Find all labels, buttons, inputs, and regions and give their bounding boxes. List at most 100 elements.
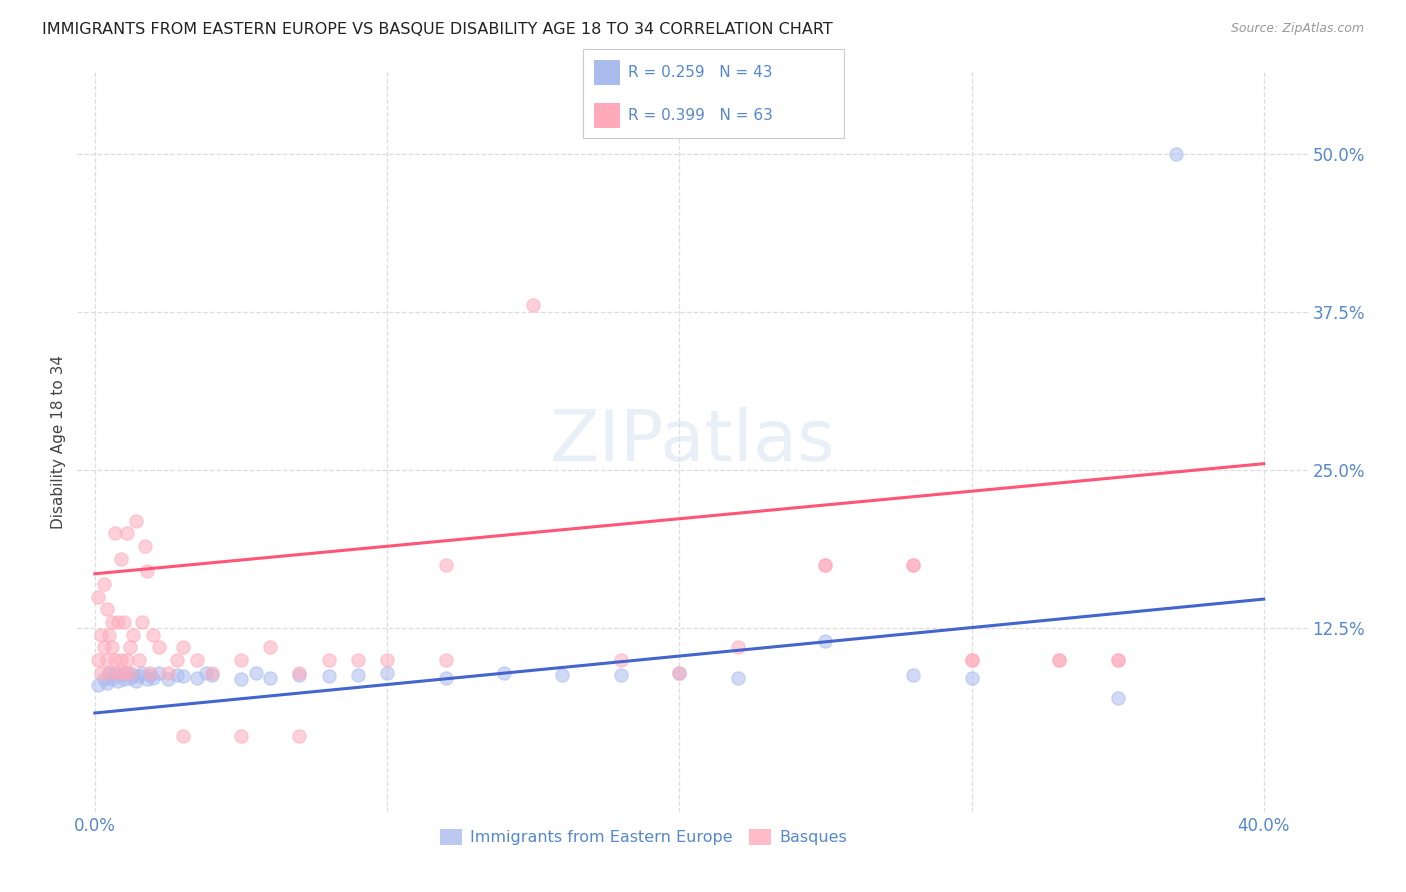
Point bbox=[131, 615, 153, 629]
Point bbox=[375, 653, 398, 667]
Point bbox=[166, 668, 188, 682]
Point bbox=[172, 640, 194, 655]
Point bbox=[115, 526, 138, 541]
Point bbox=[107, 674, 129, 689]
Point bbox=[727, 671, 749, 685]
Point bbox=[318, 653, 340, 667]
Point bbox=[107, 665, 129, 680]
Point bbox=[960, 653, 983, 667]
Point bbox=[121, 668, 143, 682]
Point bbox=[434, 671, 457, 685]
Point bbox=[90, 665, 112, 680]
Point bbox=[814, 558, 837, 572]
Point bbox=[98, 665, 121, 680]
Point bbox=[104, 665, 127, 680]
Point bbox=[110, 551, 132, 566]
Point bbox=[115, 665, 138, 680]
Point bbox=[121, 627, 143, 641]
Point bbox=[259, 640, 281, 655]
Point bbox=[375, 665, 398, 680]
Point bbox=[139, 665, 162, 680]
Point bbox=[118, 671, 141, 685]
Point bbox=[1107, 653, 1129, 667]
Point bbox=[201, 668, 224, 682]
Point bbox=[131, 665, 153, 680]
Point bbox=[166, 653, 188, 667]
Point bbox=[128, 669, 150, 683]
Text: R = 0.399   N = 63: R = 0.399 N = 63 bbox=[627, 108, 772, 122]
Point bbox=[172, 729, 194, 743]
Point bbox=[134, 539, 156, 553]
Point bbox=[125, 674, 148, 689]
Point bbox=[668, 665, 690, 680]
Point bbox=[148, 640, 170, 655]
Point bbox=[115, 653, 138, 667]
Text: Source: ZipAtlas.com: Source: ZipAtlas.com bbox=[1230, 22, 1364, 36]
Point bbox=[98, 627, 121, 641]
Point bbox=[1107, 690, 1129, 705]
Point bbox=[1107, 653, 1129, 667]
Point bbox=[107, 615, 129, 629]
Point bbox=[901, 668, 924, 682]
Point bbox=[1047, 653, 1070, 667]
Point bbox=[93, 640, 115, 655]
Point bbox=[136, 672, 159, 686]
Point bbox=[142, 671, 165, 685]
Point bbox=[172, 669, 194, 683]
Point bbox=[814, 633, 837, 648]
Legend: Immigrants from Eastern Europe, Basques: Immigrants from Eastern Europe, Basques bbox=[433, 823, 853, 852]
Point bbox=[347, 653, 370, 667]
Point bbox=[259, 671, 281, 685]
Y-axis label: Disability Age 18 to 34: Disability Age 18 to 34 bbox=[51, 354, 66, 529]
Point bbox=[194, 665, 217, 680]
Point bbox=[1047, 653, 1070, 667]
Point bbox=[156, 665, 179, 680]
Point bbox=[814, 558, 837, 572]
Point bbox=[112, 665, 135, 680]
Point bbox=[434, 653, 457, 667]
Point bbox=[96, 675, 118, 690]
Point bbox=[125, 514, 148, 528]
Point bbox=[492, 665, 515, 680]
Point bbox=[727, 640, 749, 655]
Point bbox=[668, 665, 690, 680]
Point bbox=[229, 653, 252, 667]
Bar bbox=[593, 60, 620, 85]
Point bbox=[90, 627, 112, 641]
Point bbox=[136, 564, 159, 578]
Bar bbox=[593, 103, 620, 128]
Point bbox=[110, 668, 132, 682]
Point bbox=[87, 590, 110, 604]
Point bbox=[148, 665, 170, 680]
Point bbox=[229, 729, 252, 743]
Point bbox=[101, 672, 124, 686]
Point bbox=[288, 668, 311, 682]
Point bbox=[156, 672, 179, 686]
Point bbox=[101, 615, 124, 629]
Point bbox=[98, 665, 121, 680]
Point bbox=[87, 653, 110, 667]
Point bbox=[87, 678, 110, 692]
Point bbox=[610, 653, 633, 667]
Point bbox=[522, 298, 544, 312]
Point bbox=[93, 577, 115, 591]
Point bbox=[139, 668, 162, 682]
Text: ZIPatlas: ZIPatlas bbox=[550, 407, 835, 476]
Point bbox=[186, 671, 208, 685]
Point bbox=[112, 615, 135, 629]
Point bbox=[110, 653, 132, 667]
Point bbox=[93, 672, 115, 686]
Point bbox=[142, 627, 165, 641]
Point bbox=[112, 672, 135, 686]
Point bbox=[96, 602, 118, 616]
Point bbox=[901, 558, 924, 572]
Text: IMMIGRANTS FROM EASTERN EUROPE VS BASQUE DISABILITY AGE 18 TO 34 CORRELATION CHA: IMMIGRANTS FROM EASTERN EUROPE VS BASQUE… bbox=[42, 22, 832, 37]
Point bbox=[118, 665, 141, 680]
Point bbox=[610, 668, 633, 682]
Point bbox=[347, 668, 370, 682]
Point bbox=[288, 729, 311, 743]
Point bbox=[201, 665, 224, 680]
Point bbox=[901, 558, 924, 572]
Point bbox=[245, 665, 267, 680]
Point bbox=[1164, 146, 1187, 161]
